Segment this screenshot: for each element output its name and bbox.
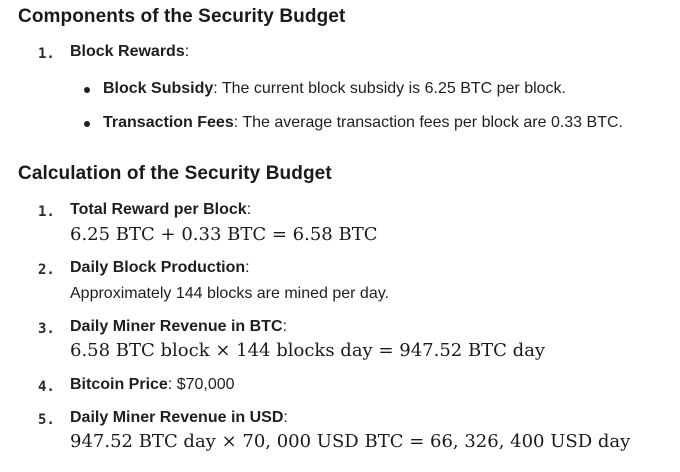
list-item-suffix: : $70,000 [167,376,235,393]
list-number: 2. [38,262,55,278]
list-item-suffix: : [246,201,252,218]
bullet-dot [84,121,90,127]
bullet-description: : The current block subsidy is 6.25 BTC … [213,80,566,97]
bullet-block-subsidy: Block Subsidy: The current block subsidy… [103,80,566,98]
section-heading-components: Components of the Security Budget [18,6,346,27]
bullet-term: Transaction Fees [103,114,234,131]
bullet-description: : The average transaction fees per block… [233,114,623,131]
list-number: 1. [38,46,55,62]
formula-daily-revenue-usd: 947.52 BTC day × 70, 000 USD BTC = 66, 3… [70,431,631,452]
list-item-title: Block Rewards [70,43,185,60]
list-number: 4. [38,379,55,395]
section-heading-calculation: Calculation of the Security Budget [18,163,332,184]
list-item-title: Total Reward per Block [70,201,247,218]
list-item-title: Daily Miner Revenue in USD [70,409,284,426]
bullet-transaction-fees: Transaction Fees: The average transactio… [103,114,623,132]
formula-total-reward: 6.25 BTC + 0.33 BTC = 6.58 BTC [70,224,378,245]
list-number: 5. [38,412,55,428]
formula-daily-revenue-btc: 6.58 BTC block × 144 blocks day = 947.52… [70,340,546,361]
list-item-title: Bitcoin Price [70,376,168,393]
list-item-suffix: : [282,318,287,335]
list-number: 1. [38,204,55,220]
bullet-dot [84,87,90,93]
list-item-block-rewards: Block Rewards: [70,43,189,61]
list-item-daily-block-production: Daily Block Production: [70,259,250,277]
list-item-suffix: : [245,259,250,276]
list-item-suffix: : [283,409,288,426]
list-item-bitcoin-price: Bitcoin Price: $70,000 [70,376,235,394]
list-item-total-reward: Total Reward per Block: [70,201,251,219]
list-item-daily-revenue-usd: Daily Miner Revenue in USD: [70,409,288,427]
daily-block-production-text: Approximately 144 blocks are mined per d… [70,285,389,302]
list-item-colon: : [184,43,190,60]
list-number: 3. [38,321,55,337]
list-item-title: Daily Miner Revenue in BTC [70,318,283,335]
list-item-daily-revenue-btc: Daily Miner Revenue in BTC: [70,318,287,336]
bullet-term: Block Subsidy [103,80,214,97]
list-item-title: Daily Block Production [70,259,246,276]
